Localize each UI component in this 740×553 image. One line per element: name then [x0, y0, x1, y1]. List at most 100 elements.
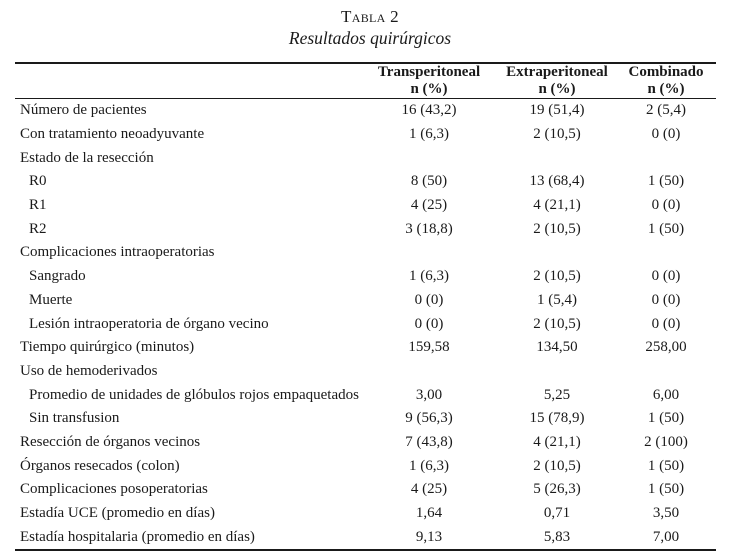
column-header-sub: n (%): [647, 81, 685, 97]
row-value: 1 (50): [647, 173, 685, 190]
row-value: 258,00: [645, 339, 687, 356]
row-value: 2 (5,4): [646, 102, 686, 119]
row-label: R1: [29, 197, 47, 214]
row-value: 7 (43,8): [405, 433, 453, 450]
table-row: Órganos resecados (colon) 1 (6,3) 2 (10,5)…: [15, 454, 716, 478]
row-value: 0 (0): [651, 315, 681, 332]
table-row: R0 8 (50) 13 (68,4) 1 (50): [15, 170, 716, 194]
row-value: 4 (25): [410, 481, 448, 498]
row-label: Muerte: [29, 291, 73, 308]
row-value: 3 (18,8): [405, 220, 453, 237]
row-value: 1 (50): [647, 481, 685, 498]
row-value: 4 (21,1): [533, 197, 581, 214]
row-label: Sangrado: [29, 268, 86, 285]
row-value: 1 (6,3): [409, 126, 449, 143]
table-row: Sangrado 1 (6,3) 2 (10,5) 0 (0): [15, 265, 716, 289]
row-label: Resección de órganos vecinos: [20, 433, 201, 450]
row-value: 16 (43,2): [401, 102, 457, 119]
table-body: Número de pacientes 16 (43,2) 19 (51,4) 2 (…: [15, 99, 716, 549]
row-value: 1 (5,4): [537, 291, 577, 308]
table-row: Promedio de unidades de glóbulos rojos e…: [15, 383, 716, 407]
table-row: Número de pacientes 16 (43,2) 19 (51,4) 2 (…: [15, 99, 716, 123]
row-value: 0 (0): [651, 291, 681, 308]
table-row: Estado de la resección: [15, 146, 716, 170]
row-value: 1 (50): [647, 457, 685, 474]
row-value: 5 (26,3): [533, 481, 581, 498]
table-row: R1 4 (25) 4 (21,1) 0 (0): [15, 194, 716, 218]
column-header-combinado: Combinado n (%): [616, 64, 716, 98]
table-row: Sin transfusion 9 (56,3) 15 (78,9) 1 (50): [15, 407, 716, 431]
row-value: 2 (10,5): [533, 126, 581, 143]
row-value: 159,58: [408, 339, 450, 356]
row-value: 0 (0): [414, 291, 444, 308]
table-row: Estadía UCE (promedio en días) 1,64 0,71 3,…: [15, 502, 716, 526]
column-header-sub: n (%): [410, 81, 448, 97]
row-value: 3,00: [415, 386, 443, 403]
table-row: Con tratamiento neoadyuvante 1 (6,3) 2 (10…: [15, 123, 716, 147]
row-value: 0 (0): [651, 197, 681, 214]
row-value: 1 (50): [647, 220, 685, 237]
row-value: 134,50: [536, 339, 578, 356]
row-value: 5,25: [543, 386, 571, 403]
row-value: 0 (0): [414, 315, 444, 332]
row-value: 0 (0): [651, 126, 681, 143]
table-row: Complicaciones intraoperatorias: [15, 241, 716, 265]
table-row: Tiempo quirúrgico (minutos) 159,58 134,50 2…: [15, 336, 716, 360]
row-value: 8 (50): [410, 173, 448, 190]
row-label: Órganos resecados (colon): [20, 457, 180, 474]
row-value: 0 (0): [651, 268, 681, 285]
row-value: 1,64: [415, 505, 443, 522]
table-header-row: Transperitoneal n (%) Extraperitoneal n …: [15, 64, 716, 99]
row-label: Tiempo quirúrgico (minutos): [20, 339, 195, 356]
table-row: Resección de órganos vecinos 7 (43,8) 4 (2…: [15, 431, 716, 455]
row-label: Promedio de unidades de glóbulos rojos e…: [29, 386, 359, 403]
row-value: 6,00: [652, 386, 680, 403]
column-header-label: Transperitoneal: [377, 64, 481, 80]
row-value: 2 (10,5): [533, 315, 581, 332]
row-label: Complicaciones posoperatorias: [20, 481, 208, 498]
column-header-label: Extraperitoneal: [506, 64, 608, 80]
row-value: 2 (10,5): [533, 268, 581, 285]
row-value: 1 (6,3): [409, 457, 449, 474]
row-label: Sin transfusion: [29, 410, 120, 427]
row-label: Estadía hospitalaria (promedio en días): [20, 528, 255, 545]
table-subtitle: Resultados quirúrgicos: [288, 28, 452, 48]
row-value: 3,50: [652, 505, 680, 522]
row-label: Complicaciones intraoperatorias: [20, 244, 215, 261]
table-row: R2 3 (18,8) 2 (10,5) 1 (50): [15, 217, 716, 241]
row-label: Estado de la resección: [20, 149, 154, 166]
row-value: 15 (78,9): [529, 410, 585, 427]
row-label: Uso de hemoderivados: [20, 362, 158, 379]
table-row: Muerte 0 (0) 1 (5,4) 0 (0): [15, 289, 716, 313]
row-value: 9,13: [415, 528, 443, 545]
row-label: R0: [29, 173, 47, 190]
row-value: 13 (68,4): [529, 173, 585, 190]
row-value: 4 (25): [410, 197, 448, 214]
table-row: Complicaciones posoperatorias 4 (25) 5 (26…: [15, 478, 716, 502]
row-label: R2: [29, 220, 47, 237]
row-label: Con tratamiento neoadyuvante: [20, 126, 205, 143]
table-caption: Tabla 2 Resultados quirúrgicos: [0, 0, 740, 48]
row-value: 1 (6,3): [409, 268, 449, 285]
row-value: 7,00: [652, 528, 680, 545]
column-header-sub: n (%): [538, 81, 576, 97]
row-value: 19 (51,4): [529, 102, 585, 119]
row-label: Lesión intraoperatoria de órgano vecino: [29, 315, 269, 332]
column-header-transperitoneal: Transperitoneal n (%): [360, 64, 498, 98]
row-label: Número de pacientes: [20, 102, 147, 119]
table-row: Lesión intraoperatoria de órgano vecino 0…: [15, 312, 716, 336]
results-table: Transperitoneal n (%) Extraperitoneal n …: [15, 62, 716, 552]
row-value: 2 (10,5): [533, 457, 581, 474]
row-value: 0,71: [543, 505, 571, 522]
column-header-extraperitoneal: Extraperitoneal n (%): [498, 64, 616, 98]
row-label: Estadía UCE (promedio en días): [20, 505, 215, 522]
table-row: Uso de hemoderivados: [15, 360, 716, 384]
row-value: 2 (10,5): [533, 220, 581, 237]
row-value: 1 (50): [647, 410, 685, 427]
column-header-label: Combinado: [628, 64, 704, 80]
row-value: 4 (21,1): [533, 433, 581, 450]
table-number: Tabla 2: [341, 7, 399, 26]
table-row: Estadía hospitalaria (promedio en días) 9…: [15, 525, 716, 549]
row-value: 9 (56,3): [405, 410, 453, 427]
